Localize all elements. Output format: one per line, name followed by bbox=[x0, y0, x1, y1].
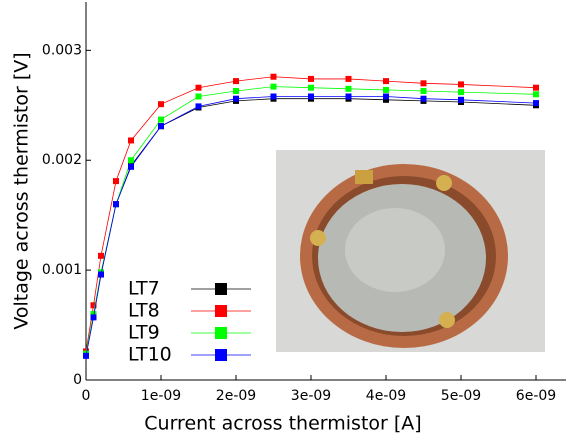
point bbox=[98, 253, 104, 259]
point bbox=[128, 157, 134, 163]
point bbox=[421, 88, 427, 94]
x-tick-label: 4e-09 bbox=[366, 388, 406, 404]
point bbox=[346, 76, 352, 82]
point bbox=[308, 94, 314, 100]
point bbox=[346, 86, 352, 92]
point bbox=[158, 101, 164, 107]
screw bbox=[310, 230, 326, 246]
point bbox=[421, 96, 427, 102]
x-tick-label: 0 bbox=[82, 388, 91, 404]
point bbox=[233, 88, 239, 94]
point bbox=[196, 94, 202, 100]
point bbox=[421, 80, 427, 86]
point bbox=[271, 84, 277, 90]
point bbox=[383, 78, 389, 84]
point bbox=[271, 94, 277, 100]
chart: Current across thermistor [A] Voltage ac… bbox=[0, 0, 569, 441]
legend-label: LT8 bbox=[128, 300, 160, 322]
x-tick-label: 2e-09 bbox=[216, 388, 256, 404]
point bbox=[533, 85, 539, 91]
legend-label: LT9 bbox=[128, 322, 160, 344]
point bbox=[383, 87, 389, 93]
point bbox=[158, 117, 164, 123]
point bbox=[91, 314, 97, 320]
x-tick-label: 5e-09 bbox=[441, 388, 481, 404]
point bbox=[308, 85, 314, 91]
screw bbox=[355, 170, 373, 184]
x-axis-label: Current across thermistor [A] bbox=[144, 413, 421, 435]
legend-label: LT7 bbox=[128, 278, 160, 300]
point bbox=[128, 137, 134, 143]
point bbox=[196, 103, 202, 109]
point bbox=[458, 97, 464, 103]
legend-label: LT10 bbox=[128, 344, 172, 366]
point bbox=[308, 76, 314, 82]
screw bbox=[439, 312, 455, 328]
point bbox=[113, 201, 119, 207]
point bbox=[196, 85, 202, 91]
x-tick-label: 3e-09 bbox=[291, 388, 331, 404]
legend-marker bbox=[215, 305, 227, 317]
point bbox=[458, 81, 464, 87]
point bbox=[233, 78, 239, 84]
point bbox=[98, 272, 104, 278]
point bbox=[271, 74, 277, 80]
point bbox=[346, 94, 352, 100]
screw bbox=[436, 175, 452, 191]
legend-marker bbox=[215, 327, 227, 339]
y-tick-label: 0.002 bbox=[42, 152, 82, 168]
point bbox=[458, 89, 464, 95]
inset-photo bbox=[276, 150, 545, 352]
point bbox=[113, 178, 119, 184]
disk-highlight bbox=[345, 208, 445, 292]
x-tick-label: 6e-09 bbox=[516, 388, 556, 404]
point bbox=[128, 164, 134, 170]
point bbox=[533, 100, 539, 106]
y-tick-label: 0.003 bbox=[42, 42, 82, 58]
legend-marker bbox=[215, 349, 227, 361]
legend-marker bbox=[215, 283, 227, 295]
point bbox=[533, 91, 539, 97]
point bbox=[158, 123, 164, 129]
point bbox=[383, 94, 389, 100]
y-tick-label: 0 bbox=[73, 372, 82, 388]
y-tick-label: 0.001 bbox=[42, 262, 82, 278]
x-tick-label: 1e-09 bbox=[141, 388, 181, 404]
point bbox=[233, 96, 239, 102]
point bbox=[83, 353, 89, 359]
y-axis-label: Voltage across thermistor [V] bbox=[11, 52, 33, 329]
